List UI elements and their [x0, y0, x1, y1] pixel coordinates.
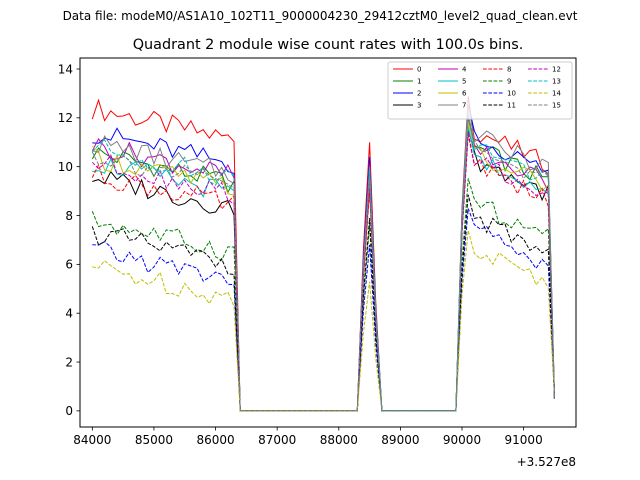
- legend-label-2: 2: [417, 90, 421, 98]
- series-line-2: [92, 104, 555, 412]
- x-tick-label: 90000: [443, 433, 481, 447]
- data-file-label: Data file: modeM0/AS1A10_102T11_90000042…: [63, 9, 578, 23]
- series-line-0: [91, 96, 555, 412]
- y-tick-label: 2: [65, 355, 73, 369]
- series-line-6: [91, 120, 555, 412]
- y-tick-label: 14: [58, 62, 73, 76]
- series-line-12: [91, 131, 555, 412]
- x-tick-label: 85000: [135, 433, 173, 447]
- y-tick-label: 8: [65, 209, 73, 223]
- y-tick-label: 6: [65, 258, 73, 272]
- x-tick-label: 88000: [320, 433, 358, 447]
- chart-title: Quadrant 2 module wise count rates with …: [133, 37, 524, 53]
- legend-label-3: 3: [417, 102, 421, 110]
- series-line-11: [91, 194, 555, 412]
- axis-ticks: 84000 85000 86000 87000 88000 89000 90000 91000…: [58, 62, 543, 447]
- legend-label-1: 1: [417, 78, 421, 86]
- x-tick-label: 87000: [258, 433, 296, 447]
- legend-label-15: 15: [552, 102, 561, 110]
- legend-label-13: 13: [552, 78, 561, 86]
- legend-label-9: 9: [507, 78, 511, 86]
- series-line-14: [92, 230, 555, 412]
- legend-label-10: 10: [507, 90, 516, 98]
- y-tick-label: 10: [58, 160, 73, 174]
- y-tick-label: 4: [65, 306, 73, 320]
- legend-label-11: 11: [507, 102, 516, 110]
- series-line-5: [92, 126, 555, 412]
- legend-box: [387, 61, 573, 120]
- series-line-9: [91, 178, 555, 412]
- legend-label-4: 4: [462, 66, 467, 74]
- series-line-7: [92, 101, 555, 412]
- x-tick-label: 86000: [196, 433, 234, 447]
- legend-label-6: 6: [462, 90, 467, 98]
- legend-label-8: 8: [507, 66, 511, 74]
- legend-label-0: 0: [417, 66, 421, 74]
- series-line-10: [92, 208, 555, 412]
- x-offset-label: +3.527e8: [517, 455, 576, 469]
- x-tick-label: 91000: [505, 433, 543, 447]
- plot-frame: [79, 57, 577, 428]
- legend-label-7: 7: [462, 102, 466, 110]
- y-tick-label: 0: [65, 404, 73, 418]
- x-tick-label: 84000: [73, 433, 111, 447]
- legend-label-14: 14: [552, 90, 561, 98]
- legend-label-12: 12: [552, 66, 561, 74]
- series-line-4: [91, 118, 555, 412]
- legend-label-5: 5: [462, 78, 466, 86]
- series-lines: [91, 96, 555, 412]
- y-tick-label: 12: [58, 111, 73, 125]
- series-line-15: [91, 115, 555, 412]
- x-tick-label: 89000: [381, 433, 419, 447]
